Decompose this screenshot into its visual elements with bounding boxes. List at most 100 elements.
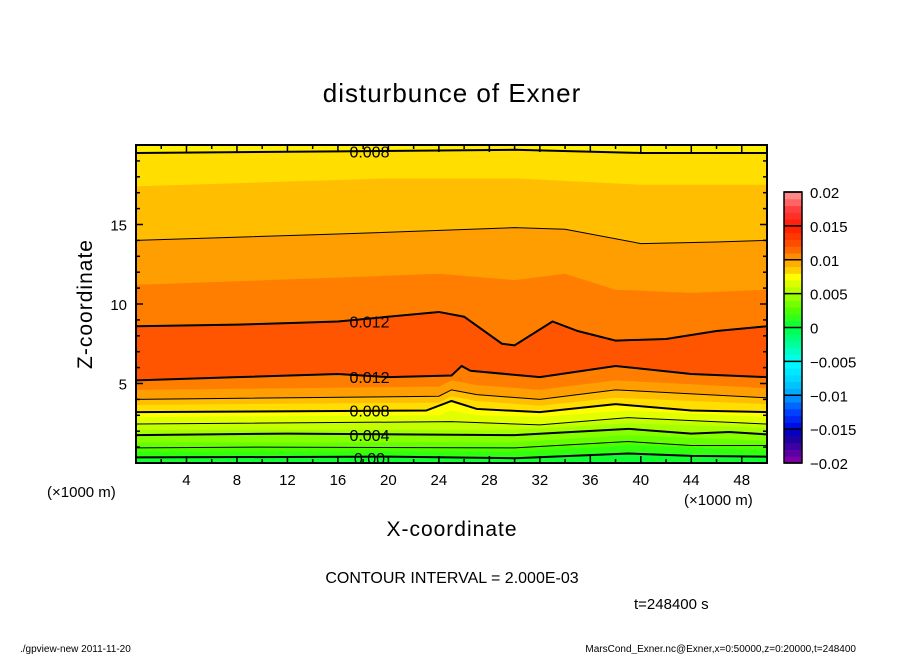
contour-line-0.012	[136, 310, 767, 347]
x-tick-label: 32	[531, 472, 548, 489]
colorbar-band	[784, 198, 802, 207]
colorbar-band	[784, 252, 802, 261]
x-unit-right: (×1000 m)	[684, 492, 753, 509]
colorbar-band	[784, 435, 802, 444]
contour-label: 0.008	[349, 144, 389, 161]
colorbar-band	[784, 395, 802, 403]
contour-label: 0.004	[349, 428, 389, 445]
colorbar-tick-label: 0.02	[810, 185, 839, 202]
contour-line-0.008	[136, 399, 767, 414]
x-axis-label: X-coordinate	[386, 518, 517, 541]
colorbar-band	[784, 374, 802, 383]
contour-line-0.008	[136, 148, 767, 154]
colorbar-band	[784, 239, 802, 247]
colorbar-band	[784, 286, 802, 295]
colorbar-band	[784, 307, 802, 315]
colorbar-band	[784, 334, 802, 342]
colorbar-band	[784, 341, 802, 349]
colorbar-band	[784, 429, 802, 437]
colorbar-band	[784, 280, 802, 288]
contour-interval-text: CONTOUR INTERVAL = 2.000E-03	[325, 570, 578, 587]
x-tick-label: 20	[380, 472, 397, 489]
y-tick-label: 5	[119, 377, 127, 394]
colorbar-band	[784, 361, 802, 369]
colorbar-band	[784, 456, 802, 464]
x-tick-label: 28	[481, 472, 498, 489]
colorbar-band	[784, 273, 802, 281]
colorbar-band	[784, 354, 802, 362]
colorbar-band	[784, 246, 802, 254]
x-tick-label: 40	[632, 472, 649, 489]
colorbar-band	[784, 300, 802, 308]
x-tick-labels: 4 8 12 16 20 24 28 32 36 40 44 48	[182, 472, 750, 489]
colorbar-band	[784, 368, 802, 376]
colorbar-tick-label: 0.005	[810, 287, 848, 304]
contour-line-0	[136, 452, 767, 460]
colorbar-band	[784, 232, 802, 240]
contour-label: 0.00	[354, 451, 385, 468]
contour-label: 0.008	[349, 404, 389, 421]
colorbar-tick-label: −0.01	[810, 388, 848, 405]
colorbar-band	[784, 205, 802, 213]
chart-title: disturbunce of Exner	[323, 78, 581, 108]
colorbar-tick-label: 0	[810, 321, 818, 338]
contour-line-0.004	[136, 427, 767, 437]
colorbar-frame	[783, 191, 803, 464]
contour-label: 0.012	[349, 314, 389, 331]
x-unit-left: (×1000 m)	[47, 484, 116, 501]
contour-fills	[136, 145, 767, 463]
colorbar-labels: 0.02 0.015 0.01 0.005 0 −0.005 −0.01 −0.015 −0.0…	[810, 185, 856, 473]
colorbar-band	[784, 415, 802, 423]
colorbar-band	[784, 402, 802, 410]
x-tick-label: 44	[683, 472, 700, 489]
contour-line-0.01	[136, 227, 767, 245]
x-tick-label: 24	[431, 472, 448, 489]
contour-line-0.012	[136, 364, 767, 382]
colorbar-band	[784, 442, 802, 450]
colorbar-band	[784, 266, 802, 274]
contour-line-0.006	[136, 417, 767, 426]
colorbar-band	[784, 449, 802, 457]
colorbar-band	[784, 327, 802, 335]
colorbar-tick-label: −0.02	[810, 456, 848, 473]
colorbar-band	[784, 320, 802, 328]
contour-line-0.002	[136, 441, 767, 449]
colorbar-tick-label: 0.015	[810, 219, 848, 236]
y-tick-label: 15	[110, 218, 127, 235]
footer-left: ./gpview-new 2011-11-20	[20, 644, 131, 654]
colorbar-band	[784, 293, 802, 301]
contour-label: 0.012	[349, 370, 389, 387]
colorbar-band	[784, 381, 802, 389]
colorbar-band	[784, 388, 802, 396]
contour-fill-16	[136, 145, 767, 187]
x-tick-label: 48	[733, 472, 750, 489]
colorbar-band	[784, 192, 802, 200]
colorbar-band	[784, 219, 802, 227]
colorbar-band	[784, 259, 802, 268]
colorbar-band	[784, 408, 802, 417]
colorbar-tick-label: −0.005	[810, 354, 856, 371]
x-tick-label: 12	[279, 472, 296, 489]
x-tick-label: 16	[330, 472, 347, 489]
axis-ticks	[135, 144, 768, 464]
colorbar-tick-label: 0.01	[810, 253, 839, 270]
colorbar-band	[784, 313, 802, 322]
contour-lines	[136, 148, 767, 460]
y-tick-labels: 5 10 15	[110, 218, 127, 394]
colorbar	[783, 191, 803, 464]
colorbar-band	[784, 422, 802, 430]
y-axis-label: Z-coordinate	[74, 239, 97, 369]
x-tick-label: 36	[582, 472, 599, 489]
footer-right: MarsCond_Exner.nc@Exner,x=0:50000,z=0:20…	[585, 644, 856, 654]
x-tick-label: 4	[182, 472, 190, 489]
y-tick-label: 10	[110, 297, 127, 314]
contour-line-0.01	[136, 389, 767, 400]
contour-labels: 0.008 0.012 0.012 0.008 0.004 0.00	[349, 144, 389, 468]
colorbar-tick-label: −0.015	[810, 422, 856, 439]
time-text: t=248400 s	[634, 596, 709, 613]
colorbar-band	[784, 212, 802, 220]
colorbar-band	[784, 347, 802, 356]
colorbar-band	[784, 225, 802, 234]
x-tick-label: 8	[233, 472, 241, 489]
